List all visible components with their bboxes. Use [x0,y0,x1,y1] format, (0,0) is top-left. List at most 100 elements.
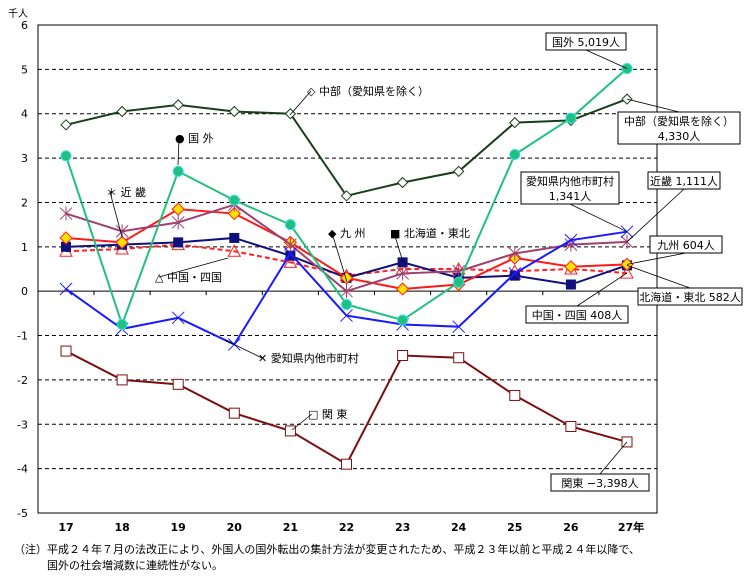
y-tick-label: -1 [17,330,28,343]
diamond-marker [509,116,521,129]
y-tick-label: -3 [17,418,28,431]
x-tick-label: 20 [227,521,243,534]
asterisk-marker [284,237,297,252]
square-marker [565,279,576,290]
x-tick-label: 23 [395,521,410,534]
callout-box [520,171,620,205]
series-legend-label: ● 国 外 [175,132,214,145]
square-marker [228,407,240,419]
callout-leader-line [626,98,680,113]
y-tick-label: 5 [21,63,28,76]
square-marker [397,350,409,362]
x-tick-label: 25 [507,521,522,534]
series-legend-label: ■ 北海道・東北 [390,226,470,240]
callout-box [550,473,650,492]
x-tick-label: 27年 [618,520,644,534]
square-marker [284,425,296,437]
diamond-marker [340,190,353,202]
square-marker [509,389,521,401]
callout-label: 4,330人 [658,130,701,143]
plot-frame [37,24,658,514]
diamond-marker [621,93,633,105]
callout-leader-line [599,441,628,475]
callout-leader-line [576,272,628,307]
y-tick-label: 1 [21,241,28,254]
callout-leader-line [626,188,685,243]
x-marker [452,320,466,334]
callout-leader-line [626,264,691,289]
square-marker [453,352,465,364]
y-tick-label: -2 [17,374,28,387]
circle-marker [565,112,577,124]
square-marker [173,237,184,248]
callout-box [617,111,741,145]
x-marker [340,309,353,322]
legend-leader-line [109,191,123,238]
callout-label: 中部（愛知県を除く） [624,114,734,128]
x-tick-label: 19 [171,521,186,534]
diamond-marker [564,260,578,274]
circle-marker [60,150,72,162]
y-axis-unit: 千人 [8,8,28,20]
series-legend-label: ◇ 中部（愛知県を除く） [307,84,429,98]
x-marker [508,267,522,280]
circle-marker [284,219,296,231]
series-legend-label: △ 中国・四国 [155,271,222,284]
callout-label: 国外 5,019人 [552,36,620,49]
legend-leader-line [177,137,180,166]
x-marker [171,311,185,325]
callout-leader-line [585,49,628,69]
callout-label: 近畿 1,111人 [650,174,718,188]
triangle-marker [283,255,298,268]
legend-leader-line [291,413,313,431]
x-tick-label: 26 [563,521,579,534]
diamond-marker [59,231,73,245]
square-marker [172,378,184,390]
x-marker [284,247,297,260]
series-legend-label: ＊ 近 畿 [106,185,146,199]
x-marker [564,233,578,247]
triangle-marker [227,244,242,257]
circle-marker [453,276,465,288]
y-tick-label: 2 [21,196,28,209]
square-marker [61,241,71,252]
callout-label: 関東 −3,398人 [561,477,638,490]
diamond-marker [339,271,354,285]
y-tick-label: 6 [21,19,28,32]
x-tick-label: 24 [451,521,467,534]
diamond-marker [60,119,72,131]
y-tick-label: 3 [21,152,28,165]
legend-leader-line [393,232,404,263]
asterisk-marker [396,266,409,281]
y-tick-label: 4 [21,108,28,121]
callout-box [525,305,629,324]
circle-marker [116,318,128,330]
callout-label: 中国・四国 408人 [532,309,623,322]
callout-box [637,287,743,306]
diamond-marker [284,108,297,120]
diamond-marker [227,206,242,221]
callout-label: 北海道・東北 582人 [639,290,741,304]
circle-marker [341,298,352,310]
legend-leader-line [289,90,312,116]
diamond-marker [172,99,184,111]
diamond-marker [452,165,465,178]
callout-label: 愛知県内他市町村 [526,174,614,188]
x-tick-label: 22 [339,521,354,534]
x-tick-label: 21 [283,521,298,534]
square-marker [229,232,240,243]
square-marker [397,257,408,268]
diamond-marker [171,202,185,216]
square-marker [565,420,577,432]
asterisk-marker [508,246,522,261]
circle-marker [509,149,521,161]
y-tick-label: 0 [21,285,28,298]
triangle-marker [620,266,634,279]
y-tick-label: -5 [17,507,28,520]
square-marker [285,250,296,261]
square-marker [116,374,128,386]
square-marker [341,458,352,470]
series-legend-label: ◆ 九 州 [328,227,365,240]
diamond-marker [115,235,129,250]
